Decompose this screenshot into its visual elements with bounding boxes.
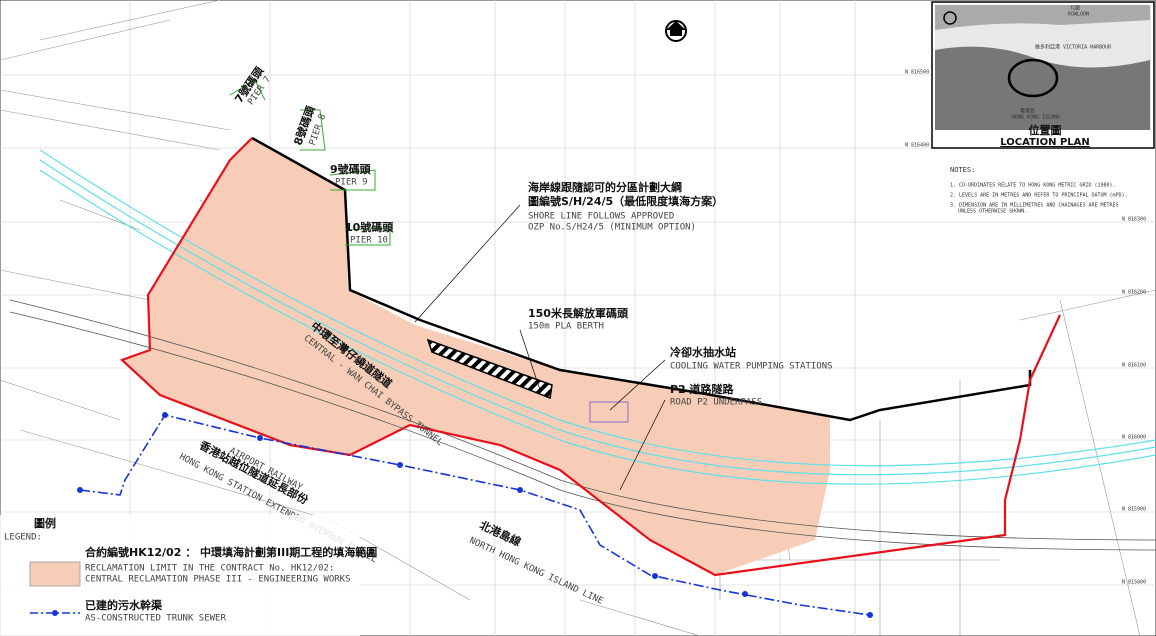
grid-label: N 815900 bbox=[1122, 507, 1146, 513]
legend-title: LEGEND: bbox=[4, 533, 42, 543]
annotation: 圖編號S/H/24/5（最低限度填海方案） bbox=[528, 194, 723, 208]
location-plan-title: LOCATION PLAN bbox=[1000, 137, 1090, 148]
pla-berth bbox=[426, 338, 553, 400]
notes: NOTES: 1. CO-ORDINATES RELATE TO HONG KO… bbox=[950, 166, 1128, 215]
annotation: ROAD P2 UNDERPASS bbox=[670, 398, 762, 408]
place-label: 九龍 bbox=[1070, 5, 1080, 12]
leader bbox=[609, 359, 666, 411]
place-label: 維多利亞港 VICTORIA HARBOUR bbox=[1035, 44, 1112, 51]
notes-title: NOTES: bbox=[950, 166, 975, 174]
place-label: HONG KONG ISLAND bbox=[1012, 115, 1060, 121]
sewer-nodes bbox=[77, 412, 873, 618]
note: 3. DIMENSION ARE IN MILLIMETRES AND CHAI… bbox=[950, 203, 1119, 209]
pumping-station bbox=[589, 401, 629, 423]
legend-item: 已建的污水幹渠 bbox=[85, 598, 163, 612]
piers bbox=[229, 79, 391, 246]
note: 2. LEVELS ARE IN METRES AND REFER TO PRI… bbox=[950, 193, 1128, 199]
grid-label: N 816400 bbox=[905, 143, 929, 149]
legend-item: AS-CONSTRUCTED TRUNK SEWER bbox=[85, 614, 226, 624]
annotation: 150m PLA BERTH bbox=[528, 322, 604, 332]
pier-label: 10號碼頭 bbox=[345, 220, 394, 234]
legend-item: RECLAMATION LIMIT IN THE CONTRACT No. HK… bbox=[85, 564, 334, 574]
legend-item: 合約編號HK12/02 ： 中環填海計劃第III期工程的填海範圍 bbox=[85, 545, 377, 559]
grid-label: N 816100 bbox=[1122, 363, 1146, 369]
note: 1. CO-ORDINATES RELATE TO HONG KONG METR… bbox=[950, 183, 1116, 189]
leader bbox=[414, 204, 521, 323]
annotation: OZP No.S/H24/5 (MINIMUM OPTION) bbox=[528, 223, 696, 233]
shoreline bbox=[251, 136, 1032, 422]
north-arrow bbox=[665, 20, 687, 42]
location-plan: 九龍 KOWLOON 維多利亞港 VICTORIA HARBOUR 香港島 HO… bbox=[931, 1, 1155, 149]
grid-label: N 816000 bbox=[1122, 435, 1146, 441]
bypass-tunnel bbox=[39, 149, 1156, 485]
annotation: 150米長解放軍碼頭 bbox=[528, 306, 629, 320]
legend-title: 圖例 bbox=[34, 516, 56, 530]
place-label: KOWLOON bbox=[1068, 12, 1089, 18]
annotation: 海岸線跟隨認可的分區計劃大綱 bbox=[528, 180, 682, 194]
rail-lines bbox=[9, 299, 1156, 551]
annotation: P2 道路隧路 bbox=[670, 382, 735, 396]
pier-label: 9號碼頭 bbox=[330, 162, 372, 176]
annotation: 冷卻水抽水站 bbox=[670, 345, 736, 359]
grid-labels: N 816500 N 816400 N 816300 N 816200 N 816100… bbox=[905, 70, 1146, 586]
legend: 圖例 LEGEND: 合約編號HK12/02 ： 中環填海計劃第III期工程的填… bbox=[0, 515, 377, 636]
leader bbox=[619, 399, 666, 491]
pier-label: PIER 9 bbox=[335, 178, 368, 188]
annotation: SHORE LINE FOLLOWS APPROVED bbox=[528, 212, 674, 222]
legend-swatch bbox=[29, 561, 81, 587]
reclamation-limit bbox=[119, 137, 1061, 577]
leader bbox=[519, 329, 541, 391]
annotation: COOLING WATER PUMPING STATIONS bbox=[670, 362, 833, 372]
grid-label: N 816500 bbox=[905, 70, 929, 76]
location-plan-title: 位置圖 bbox=[1029, 123, 1062, 137]
reclamation-area bbox=[122, 138, 830, 575]
note: UNLESS OTHERWISE SHOWN. bbox=[958, 209, 1027, 215]
grid-label: N 816300 bbox=[1122, 217, 1146, 223]
place-label: 香港島 bbox=[1020, 108, 1035, 115]
pier-label: PIER 10 bbox=[350, 236, 388, 246]
grid-label: N 815800 bbox=[1122, 580, 1146, 586]
legend-item: CENTRAL RECLAMATION PHASE III - ENGINEER… bbox=[85, 575, 351, 585]
grid-label: N 816200 bbox=[1122, 290, 1146, 296]
